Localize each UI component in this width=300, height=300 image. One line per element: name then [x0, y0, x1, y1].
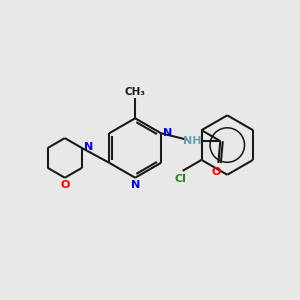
Text: O: O [60, 180, 70, 190]
Text: O: O [212, 167, 221, 177]
Text: NH: NH [183, 136, 202, 146]
Text: Cl: Cl [175, 174, 187, 184]
Text: N: N [130, 180, 140, 190]
Text: CH₃: CH₃ [124, 86, 146, 97]
Text: N: N [84, 142, 93, 152]
Text: N: N [163, 128, 172, 138]
